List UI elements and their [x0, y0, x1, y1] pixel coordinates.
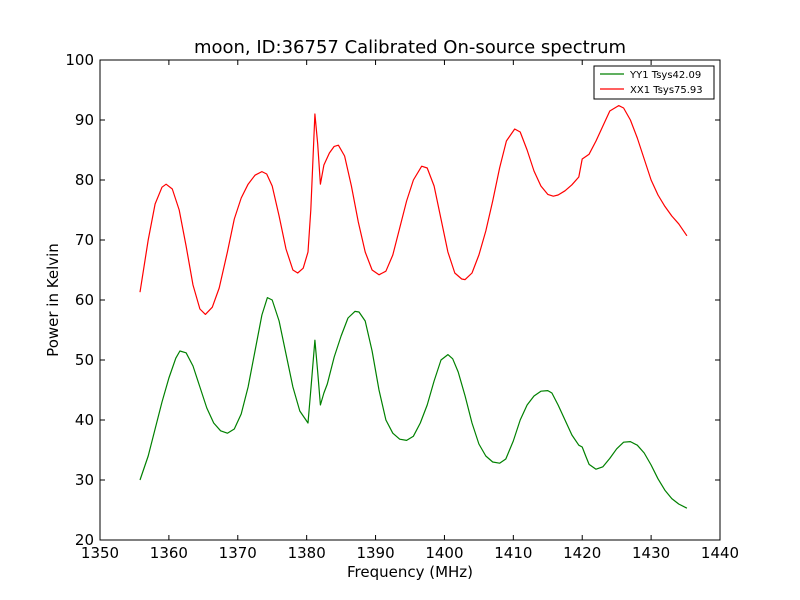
axes-frame	[99, 59, 721, 541]
x-tick-label: 1420	[563, 544, 601, 562]
y-tick-label: 100	[65, 51, 94, 69]
legend-label-yy1: YY1 Tsys42.09	[629, 70, 701, 81]
series-layer	[139, 104, 688, 509]
x-tick-label: 1390	[356, 544, 394, 562]
y-axis-label: Power in Kelvin	[44, 243, 62, 357]
y-tick-label: 40	[75, 411, 94, 429]
x-tick-label: 1410	[494, 544, 532, 562]
x-tick-label: 1440	[701, 544, 739, 562]
x-tick-label: 1360	[150, 544, 188, 562]
tick-layer	[99, 59, 721, 541]
legend: YY1 Tsys42.09 XX1 Tsys75.93	[593, 65, 715, 100]
x-tick-labels: 1350 1360 1370 1380 1390 1400 1410 1420 1430 1440	[81, 544, 739, 562]
y-tick-labels: 20 30 40 50 60 70 80 90 100	[65, 51, 94, 549]
y-tick-label: 90	[75, 111, 94, 129]
x-tick-label: 1350	[81, 544, 119, 562]
y-tick-label: 70	[75, 231, 94, 249]
y-tick-label: 20	[75, 531, 94, 549]
chart-title: moon, ID:36757 Calibrated On-source spec…	[194, 37, 626, 58]
plot-area	[99, 59, 721, 541]
series-line-xx1	[139, 104, 688, 315]
y-tick-label: 60	[75, 291, 94, 309]
y-tick-label: 30	[75, 471, 94, 489]
x-tick-label: 1380	[288, 544, 326, 562]
x-tick-label: 1400	[425, 544, 463, 562]
x-axis-label: Frequency (MHz)	[347, 563, 473, 581]
x-tick-label: 1370	[219, 544, 257, 562]
legend-label-xx1: XX1 Tsys75.93	[630, 85, 703, 96]
x-tick-label: 1430	[632, 544, 670, 562]
series-line-yy1	[139, 297, 688, 509]
y-tick-label: 50	[75, 351, 94, 369]
y-tick-label: 80	[75, 171, 94, 189]
legend-box	[593, 65, 715, 100]
